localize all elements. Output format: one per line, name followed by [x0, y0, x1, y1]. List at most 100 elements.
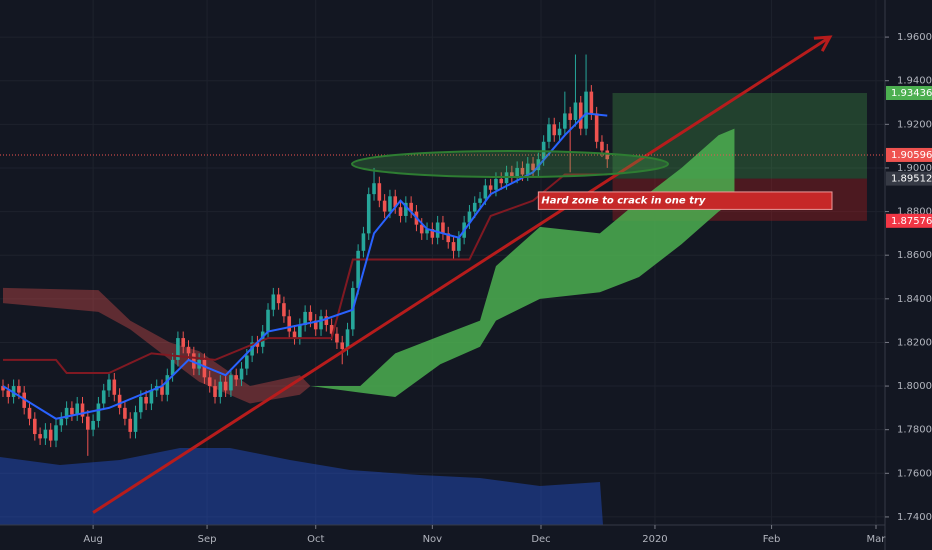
- price-label: 1.93436: [891, 88, 932, 99]
- candle-body: [557, 128, 562, 136]
- y-tick-label: 1.92000: [897, 119, 932, 130]
- candle-body: [80, 403, 85, 417]
- candle-body: [186, 346, 191, 354]
- candle-body: [292, 331, 297, 339]
- price-label: 1.89512: [891, 174, 932, 185]
- y-tick-label: 1.90000: [897, 163, 932, 174]
- candle-body: [478, 198, 482, 203]
- candle-body: [345, 329, 350, 349]
- candle-body: [91, 420, 95, 430]
- candle-body: [59, 418, 64, 426]
- candle-body: [260, 331, 265, 347]
- candle-body: [70, 407, 74, 415]
- candle-body: [245, 355, 249, 369]
- candle-body: [578, 102, 583, 129]
- candle-body: [298, 324, 302, 339]
- y-tick-label: 1.82000: [897, 337, 932, 348]
- candle-body: [563, 113, 567, 129]
- candle-body: [27, 407, 32, 419]
- candle-body: [149, 390, 154, 404]
- candle-body: [303, 311, 307, 325]
- volume-area: [0, 448, 603, 525]
- y-tick-label: 1.78000: [897, 425, 932, 436]
- indicator-line: [3, 173, 608, 374]
- candle-body: [133, 412, 138, 432]
- price-label-bg: [886, 213, 932, 228]
- x-tick-label: 2020: [642, 534, 667, 545]
- candle-body: [329, 324, 334, 334]
- indicator-line: [92, 35, 831, 514]
- annotation-box: [537, 191, 833, 210]
- candle-body: [38, 434, 42, 439]
- x-tick-label: Oct: [307, 534, 324, 545]
- candle-body: [457, 237, 461, 251]
- candle-body: [425, 229, 429, 234]
- candle-body: [1, 386, 5, 391]
- indicator-line: [2, 112, 608, 420]
- candle-body: [430, 229, 435, 238]
- candle-body: [43, 429, 48, 439]
- candle-body: [525, 163, 530, 175]
- candle-body: [54, 425, 58, 441]
- x-tick-label: Sep: [198, 534, 217, 545]
- candle-body: [112, 379, 117, 395]
- arrow-head: [813, 35, 833, 52]
- candle-body: [48, 429, 53, 441]
- candle-body: [319, 316, 323, 330]
- candle-body: [600, 141, 604, 151]
- price-label: 1.87576: [891, 216, 932, 227]
- candle-body: [64, 407, 69, 419]
- candle-body: [176, 338, 180, 360]
- candle-body: [340, 342, 345, 349]
- candle-body: [483, 185, 488, 199]
- grid: [0, 0, 885, 525]
- candle-body: [139, 396, 143, 413]
- x-tick-label: Aug: [83, 534, 103, 545]
- candle-body: [419, 224, 424, 234]
- zone: [612, 93, 867, 179]
- price-label-bg: [886, 86, 932, 101]
- zone-ellipse: [351, 150, 669, 178]
- candle-body: [192, 353, 196, 369]
- candle-body: [494, 178, 498, 190]
- price-label: 1.90596: [891, 150, 932, 161]
- candle-body: [398, 207, 403, 216]
- candle-body: [266, 309, 270, 332]
- candle-body: [229, 375, 233, 391]
- plot: Hard zone to crack in one try: [0, 35, 885, 514]
- candle-body: [366, 194, 371, 234]
- candle-body: [33, 418, 37, 435]
- candle-body: [282, 303, 286, 317]
- annotation-text: Hard zone to crack in one try: [541, 196, 706, 207]
- candle-body: [308, 311, 313, 321]
- candle-body: [234, 375, 239, 380]
- x-tick-label: Nov: [423, 534, 443, 545]
- candle-body: [96, 403, 101, 421]
- candle-body: [117, 394, 122, 408]
- y-tick-label: 1.86000: [897, 250, 932, 261]
- candle-body: [451, 242, 456, 251]
- candle-body: [202, 359, 207, 378]
- y-tick-label: 1.74000: [897, 512, 932, 523]
- candle-body: [356, 250, 360, 288]
- candle-body: [488, 185, 493, 190]
- candle-body: [207, 377, 212, 387]
- candle-body: [101, 390, 106, 404]
- candle-body: [404, 202, 408, 216]
- candle-body: [86, 416, 90, 430]
- y-tick-label: 1.80000: [897, 381, 932, 392]
- candle-body: [170, 359, 175, 376]
- candle-body: [271, 294, 276, 310]
- candle-body: [276, 294, 281, 304]
- candle-body: [446, 233, 451, 243]
- candle-body: [547, 124, 551, 142]
- candle-body: [107, 379, 111, 391]
- x-tick-label: Dec: [531, 534, 550, 545]
- candle-body: [552, 124, 557, 136]
- candle-body: [287, 316, 292, 332]
- candle-body: [510, 172, 514, 177]
- candle-body: [377, 183, 382, 201]
- candle-body: [123, 407, 127, 419]
- cloud: [3, 287, 311, 404]
